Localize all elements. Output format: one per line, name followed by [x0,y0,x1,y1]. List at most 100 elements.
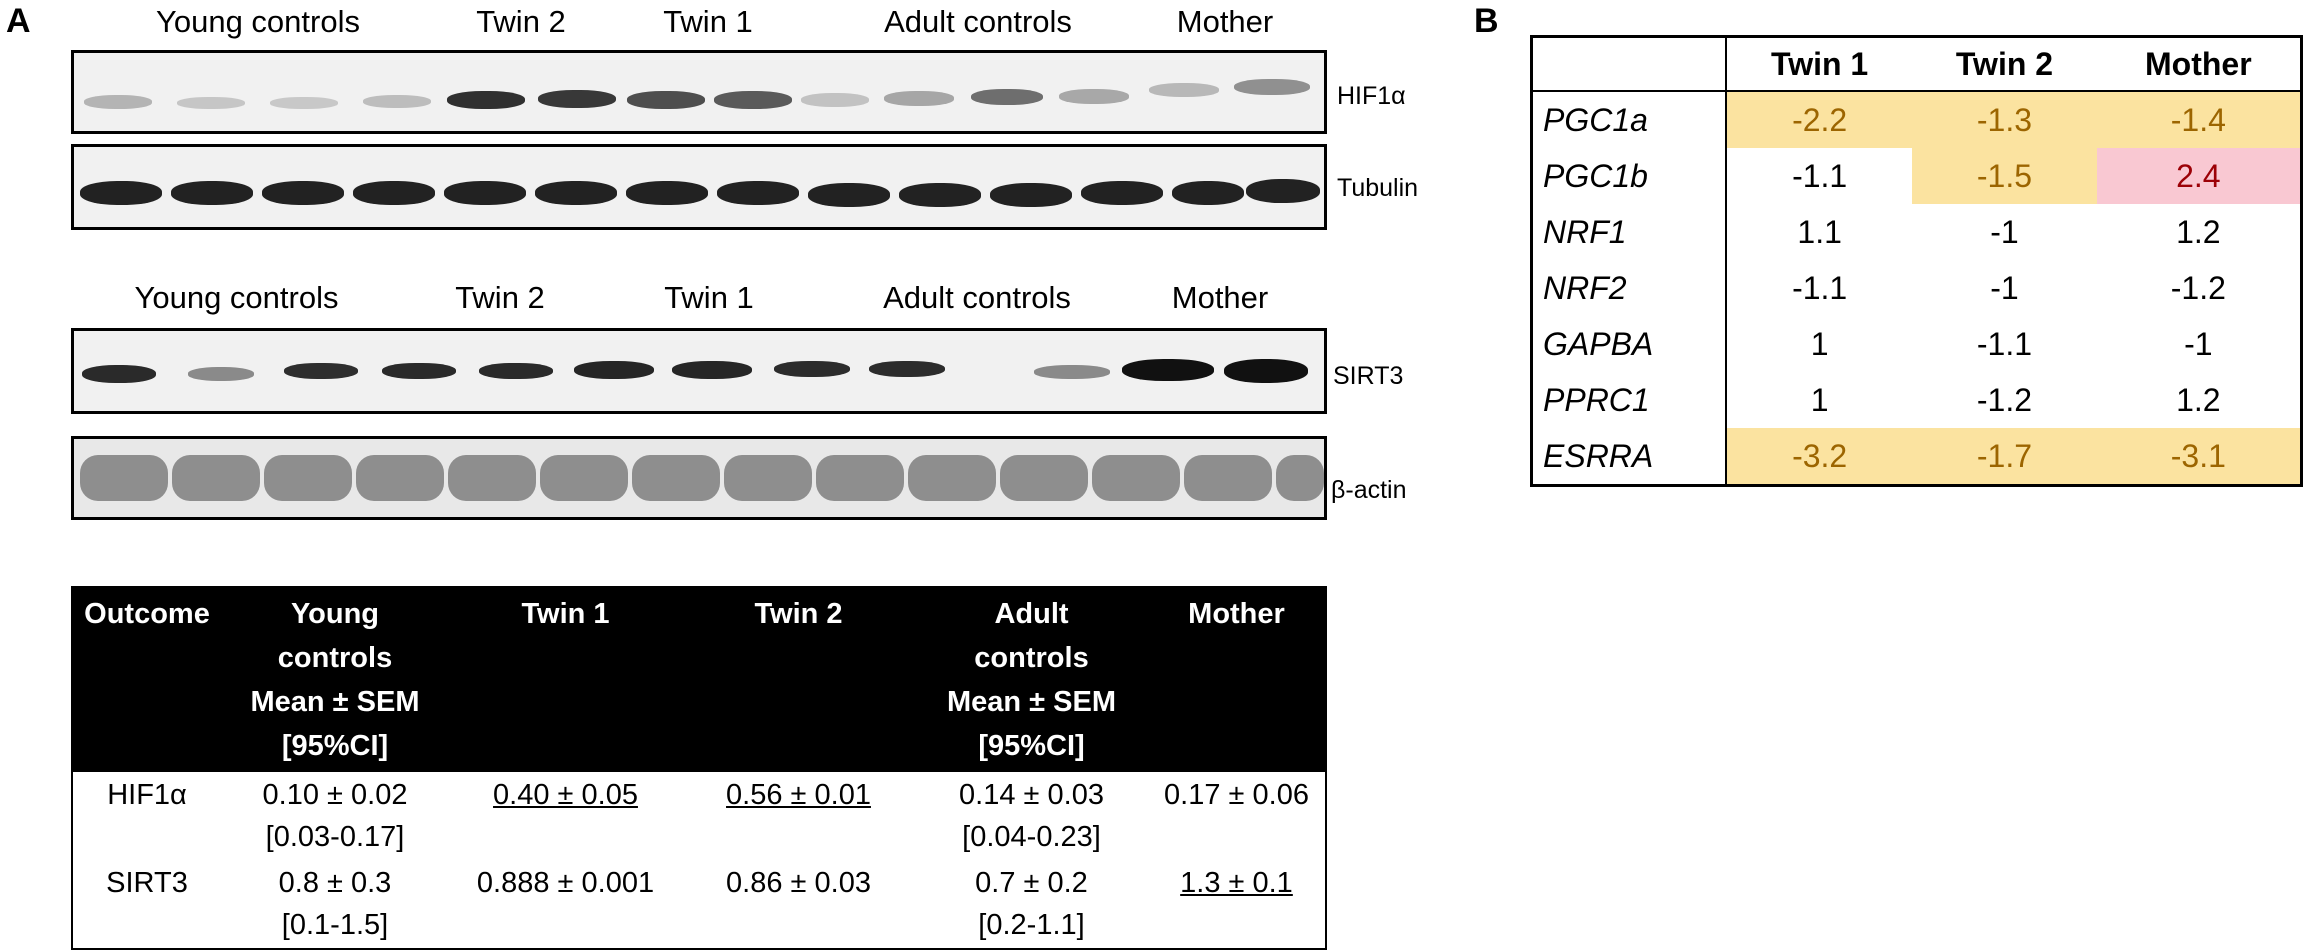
blot-band [356,455,444,501]
blot-band [1172,181,1244,205]
header-young-controls: Young controls Mean ± SEM [95%CI] [221,587,449,772]
fold-change-cell: -2.2 [1726,91,1913,148]
blot-band [990,183,1072,207]
fold-change-cell: -1.4 [2096,91,2302,148]
header-outcome: Outcome [72,587,221,772]
blot-band [971,89,1043,105]
header-adult-controls: Adult controls Mean ± SEM [95%CI] [915,587,1148,772]
sirt3-label: SIRT3 [1333,362,1404,390]
blot2-group-adult-controls: Adult controls [883,280,1071,315]
blot1-group-young-controls: Young controls [156,4,360,39]
table-row: PGC1b -1.1 -1.5 2.4 [1531,148,2302,204]
cell-twin1: 0.40 ± 0.05 [493,779,638,811]
blot-band [284,363,358,379]
blot-band [632,455,720,501]
blot-band [535,181,617,205]
blot-band [444,181,526,205]
fold-change-cell: 1.1 [1726,204,1913,260]
results-header-row: Outcome Young controls Mean ± SEM [95%CI… [72,587,1326,772]
blot-band [1092,455,1180,501]
blot-band [262,181,344,205]
blot-band [1224,359,1308,383]
fold-change-cell: -1.1 [1726,148,1913,204]
results-table: Outcome Young controls Mean ± SEM [95%CI… [71,586,1327,950]
blot-band [1059,89,1129,104]
cell-outcome: HIF1α [107,779,187,811]
cell-twin1: 0.888 ± 0.001 [476,867,655,899]
fold-change-cell: 1 [1726,316,1913,372]
panel-a-letter: A [6,2,31,40]
cell-young: 0.8 ± 0.3 [0.1-1.5] [278,867,392,941]
fold-change-cell: -1 [1912,204,2097,260]
fold-change-cell: -3.2 [1726,428,1913,486]
blot1-group-adult-controls: Adult controls [884,4,1072,39]
hif1a-blot [71,50,1327,134]
header-twin-1: Twin 1 [449,587,682,772]
fold-change-cell: -1.1 [1726,260,1913,316]
blot-band [626,181,708,205]
blot-band [717,181,799,205]
blot-band [80,181,162,205]
blot-band [382,363,456,379]
panel-b-letter: B [1474,2,1499,40]
blot-band [82,365,156,383]
blot-band [479,363,553,379]
cell-twin2: 0.56 ± 0.01 [726,779,871,811]
blot-band [84,95,152,109]
blot-band [1184,455,1272,501]
cell-outcome: SIRT3 [106,867,188,899]
gene-name: ESRRA [1531,428,1727,486]
blot-band [448,455,536,501]
table-row: PGC1a -2.2 -1.3 -1.4 [1531,91,2302,148]
fold-change-cell: -3.1 [2096,428,2302,486]
blot-band [908,455,996,501]
cell-mother: 0.17 ± 0.06 [1164,779,1309,811]
blot-band [714,91,792,109]
header-mother: Mother [2145,45,2252,82]
fold-change-cell: -1.7 [1912,428,2097,486]
table-row: PPRC1 1 -1.2 1.2 [1531,372,2302,428]
blot-band [1246,179,1320,203]
fold-change-cell: 2.4 [2096,148,2302,204]
blot-band [1276,455,1324,501]
cell-twin2: 0.86 ± 0.03 [726,867,871,899]
header-twin-1: Twin 1 [1771,45,1869,82]
blot2-group-mother: Mother [1171,280,1269,315]
blot-band [177,97,245,109]
blot-band [816,455,904,501]
blot1-group-mother: Mother [1176,4,1274,39]
header-blank [1531,36,1727,91]
blot-band [808,183,890,207]
blot-band [724,455,812,501]
blot-band [363,95,431,108]
gene-expression-table: Twin 1 Twin 2 Mother PGC1a -2.2 -1.3 -1.4 PG… [1530,35,2303,487]
fold-change-cell: -1.2 [1912,372,2097,428]
blot2-group-young-controls: Young controls [134,280,339,315]
hif1a-label: HIF1α [1337,82,1406,110]
blot-band [869,361,945,377]
cell-adult: 0.7 ± 0.2 [0.2-1.1] [975,867,1088,941]
cell-young: 0.10 ± 0.02 [0.03-0.17] [262,779,408,853]
sirt3-blot [71,328,1327,414]
beta-actin-blot [71,436,1327,520]
beta-actin-label: β-actin [1331,476,1407,504]
blot-band [899,183,981,207]
fold-change-cell: 1 [1726,372,1913,428]
gene-name: PGC1b [1531,148,1727,204]
fold-change-cell: 1.2 [2096,204,2302,260]
blot-band [884,91,954,106]
blot-band [1000,455,1088,501]
blot-band [270,97,338,109]
blot-band [574,361,654,379]
blot-band [627,91,705,109]
table-row: NRF1 1.1 -1 1.2 [1531,204,2302,260]
header-mother: Mother [1148,587,1326,772]
fold-change-cell: -1.3 [1912,91,2097,148]
fold-change-cell: -1.1 [1912,316,2097,372]
blot-band [172,455,260,501]
blot-band [1081,181,1163,205]
table-row: SIRT3 0.8 ± 0.3 [0.1-1.5] 0.888 ± 0.001 0… [72,860,1326,949]
fold-change-cell: -1 [2096,316,2302,372]
blot-band [1034,365,1110,379]
blot-band [353,181,435,205]
